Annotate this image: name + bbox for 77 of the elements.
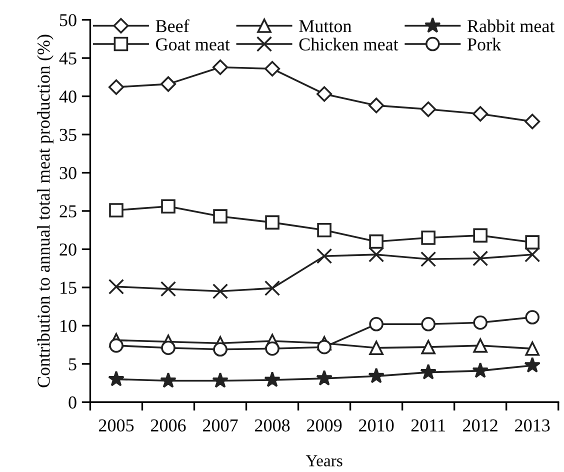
x-tick-label: 2008 [255, 419, 290, 432]
point [160, 281, 176, 297]
point [525, 341, 540, 356]
point [212, 283, 228, 300]
point [212, 59, 228, 76]
y-tick-label: 35 [60, 128, 76, 141]
point [368, 98, 384, 114]
point [265, 215, 280, 230]
point [473, 338, 488, 353]
legend-label: Chicken meat [299, 38, 398, 51]
point [524, 356, 541, 373]
point [369, 316, 384, 332]
x-axis-title: Years [306, 455, 342, 466]
point [473, 228, 488, 243]
point [525, 235, 540, 250]
x-tick-label: 2007 [203, 419, 238, 432]
point [317, 340, 332, 354]
point [524, 246, 540, 262]
x-tick-label: 2011 [411, 419, 445, 432]
point [212, 372, 228, 388]
point [420, 102, 436, 118]
point [420, 251, 436, 268]
point [472, 362, 489, 378]
point [109, 338, 124, 353]
legend-label: Goat meat [156, 38, 230, 51]
point [161, 340, 176, 356]
point [108, 79, 124, 95]
point [472, 250, 488, 266]
x-tick-label: 2013 [515, 419, 550, 432]
point [368, 368, 384, 384]
legend-label: Pork [467, 38, 502, 51]
point [316, 248, 332, 264]
y-tick-label: 30 [60, 167, 76, 180]
x-tick-label: 2005 [98, 419, 134, 432]
x-tick-label: 2012 [463, 419, 498, 432]
legend-label: Mutton [299, 20, 352, 32]
y-tick-label: 20 [60, 243, 76, 256]
point [108, 278, 124, 295]
point [421, 316, 436, 332]
x-tick-label: 2010 [359, 419, 394, 432]
y-tick-label: 5 [69, 358, 76, 370]
point [524, 114, 540, 130]
legend-label: Rabbit meat [467, 20, 555, 32]
point [317, 222, 332, 238]
legend-label: Beef [156, 19, 190, 32]
y-tick-label: 40 [59, 90, 76, 103]
point [108, 370, 124, 386]
point [316, 370, 332, 386]
x-tick-label: 2009 [307, 419, 342, 432]
point [213, 209, 228, 224]
point [525, 310, 540, 324]
point [264, 371, 280, 388]
point [369, 234, 384, 249]
y-axis-title: Contribution to annual total meat production (%) [37, 34, 54, 388]
point [368, 246, 384, 262]
point [421, 340, 436, 354]
y-tick-label: 50 [60, 14, 76, 26]
point [213, 342, 228, 357]
point [473, 315, 488, 330]
y-tick-label: 45 [59, 52, 76, 64]
point [316, 86, 332, 102]
x-tick-label: 2006 [150, 419, 186, 432]
point [160, 76, 176, 92]
point [264, 60, 280, 77]
point [265, 341, 280, 356]
point [421, 230, 436, 245]
point [472, 106, 488, 122]
y-tick-label: 10 [60, 320, 76, 332]
point [160, 372, 176, 388]
point [161, 199, 176, 214]
y-tick-label: 25 [60, 205, 76, 218]
point [109, 203, 124, 218]
y-tick-label: 0 [68, 396, 76, 409]
point [420, 364, 436, 380]
point [369, 340, 384, 356]
y-tick-label: 15 [60, 282, 76, 294]
point [264, 280, 280, 296]
